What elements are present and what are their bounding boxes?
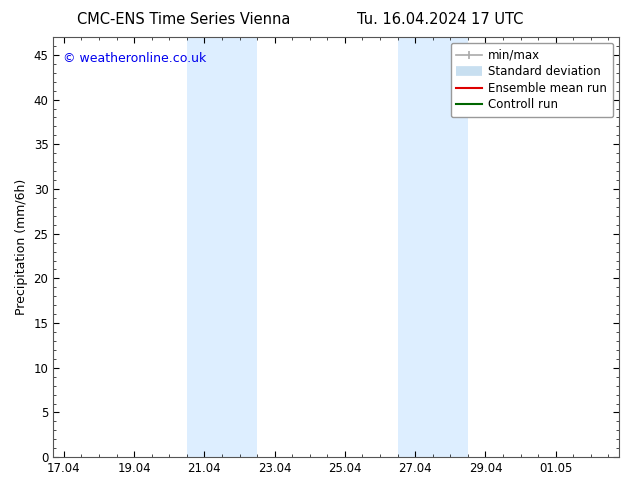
Text: Tu. 16.04.2024 17 UTC: Tu. 16.04.2024 17 UTC (358, 12, 524, 27)
Bar (398, 37, 468, 457)
Text: © weatheronline.co.uk: © weatheronline.co.uk (63, 52, 207, 65)
Legend: min/max, Standard deviation, Ensemble mean run, Controll run: min/max, Standard deviation, Ensemble me… (451, 43, 613, 118)
Y-axis label: Precipitation (mm/6h): Precipitation (mm/6h) (15, 179, 28, 315)
Bar (187, 37, 257, 457)
Text: CMC-ENS Time Series Vienna: CMC-ENS Time Series Vienna (77, 12, 290, 27)
